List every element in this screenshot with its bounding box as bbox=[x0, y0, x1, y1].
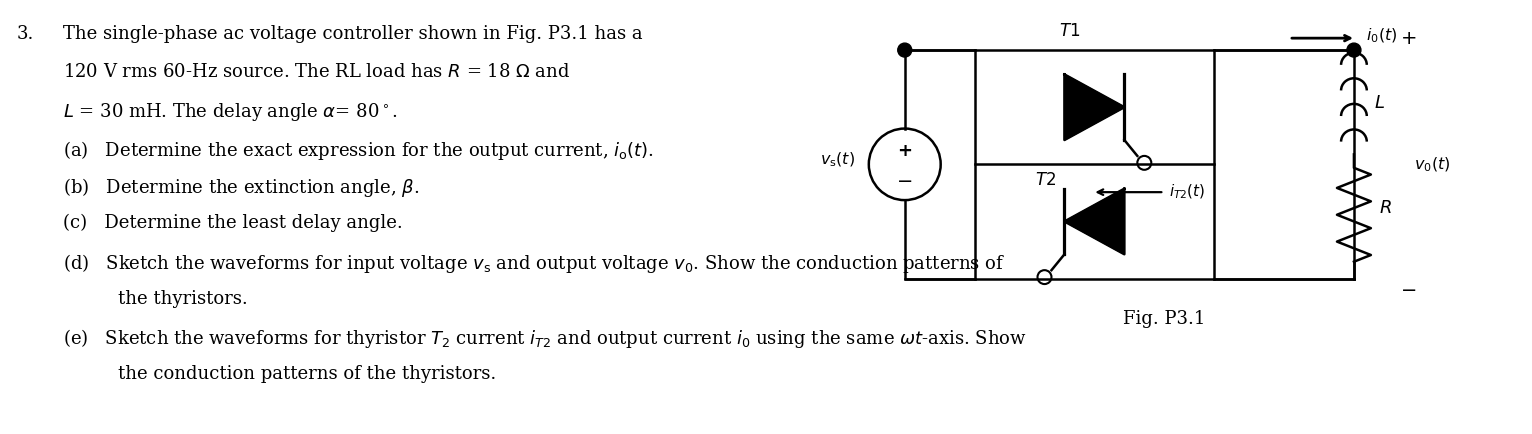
Circle shape bbox=[1347, 43, 1360, 57]
Text: 3.: 3. bbox=[17, 25, 34, 43]
Text: −: − bbox=[1400, 281, 1417, 300]
Text: $v_\mathrm{s}(t)$: $v_\mathrm{s}(t)$ bbox=[820, 150, 855, 168]
Polygon shape bbox=[1065, 189, 1124, 254]
Circle shape bbox=[898, 43, 912, 57]
Text: (d)   Sketch the waveforms for input voltage $v_\mathrm{s}$ and output voltage $: (d) Sketch the waveforms for input volta… bbox=[63, 252, 1005, 275]
Text: +: + bbox=[898, 142, 912, 161]
Text: $T1$: $T1$ bbox=[1059, 23, 1080, 40]
Text: $i_{T2}(t)$: $i_{T2}(t)$ bbox=[1169, 183, 1206, 201]
Text: Fig. P3.1: Fig. P3.1 bbox=[1123, 310, 1206, 329]
Text: (e)   Sketch the waveforms for thyristor $T_2$ current $i_{T2}$ and output curre: (e) Sketch the waveforms for thyristor $… bbox=[63, 327, 1026, 350]
Text: $L$ = 30 mH. The delay angle $\alpha$= 80$^\circ$.: $L$ = 30 mH. The delay angle $\alpha$= 8… bbox=[63, 101, 398, 123]
Text: $i_0(t)$: $i_0(t)$ bbox=[1367, 27, 1397, 46]
Text: The single-phase ac voltage controller shown in Fig. P3.1 has a: The single-phase ac voltage controller s… bbox=[63, 25, 643, 43]
Text: $v_0(t)$: $v_0(t)$ bbox=[1414, 155, 1451, 174]
Text: 120 V rms 60-Hz source. The RL load has $R$ = 18 $\Omega$ and: 120 V rms 60-Hz source. The RL load has … bbox=[63, 63, 570, 81]
Text: −: − bbox=[896, 172, 913, 191]
Text: $T2$: $T2$ bbox=[1034, 172, 1056, 189]
Text: (a)   Determine the exact expression for the output current, $i_\mathrm{o}(t)$.: (a) Determine the exact expression for t… bbox=[63, 138, 654, 161]
Text: (b)   Determine the extinction angle, $\beta$.: (b) Determine the extinction angle, $\be… bbox=[63, 176, 420, 199]
Text: the thyristors.: the thyristors. bbox=[118, 289, 248, 308]
Polygon shape bbox=[1065, 74, 1124, 140]
Text: $L$: $L$ bbox=[1374, 94, 1385, 112]
Text: the conduction patterns of the thyristors.: the conduction patterns of the thyristor… bbox=[118, 365, 496, 383]
Text: $R$: $R$ bbox=[1379, 199, 1391, 217]
Text: (c)   Determine the least delay angle.: (c) Determine the least delay angle. bbox=[63, 214, 403, 232]
Text: +: + bbox=[1400, 29, 1417, 48]
